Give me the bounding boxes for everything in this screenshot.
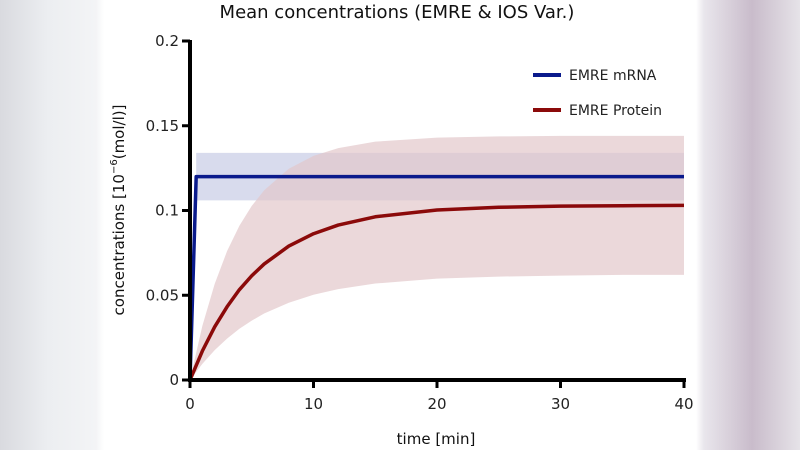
emre-mrna-legend-label: EMRE mRNA <box>569 68 657 84</box>
y-tick-label: 0 <box>169 371 179 389</box>
x-tick-label: 30 <box>551 395 570 413</box>
y-axis-label: concentrations [10−6(mol/l)] <box>109 105 128 316</box>
y-axis-label-main: concentrations [10 <box>110 174 128 315</box>
y-axis-label-unit: (mol/l)] <box>110 105 128 160</box>
emre-protein-legend-label: EMRE Protein <box>569 103 662 119</box>
x-tick-label: 20 <box>427 395 446 413</box>
x-tick-label: 10 <box>304 395 323 413</box>
y-tick-label: 0.1 <box>155 202 179 220</box>
y-axis-label-exponent: −6 <box>109 159 120 174</box>
y-tick-label: 0.2 <box>155 32 179 50</box>
emre-protein-variance-band <box>190 135 684 380</box>
x-axis-label: time [min] <box>397 430 476 448</box>
emre-mrna-line <box>188 174 684 381</box>
legend: EMRE mRNA EMRE Protein <box>533 68 662 119</box>
x-tick-label: 0 <box>185 395 195 413</box>
emre-protein-line <box>188 203 685 381</box>
y-tick-label: 0.15 <box>146 117 179 135</box>
y-tick-label: 0.05 <box>146 286 179 304</box>
x-tick-label: 40 <box>674 395 693 413</box>
chart-title: Mean concentrations (EMRE & IOS Var.) <box>220 2 575 23</box>
